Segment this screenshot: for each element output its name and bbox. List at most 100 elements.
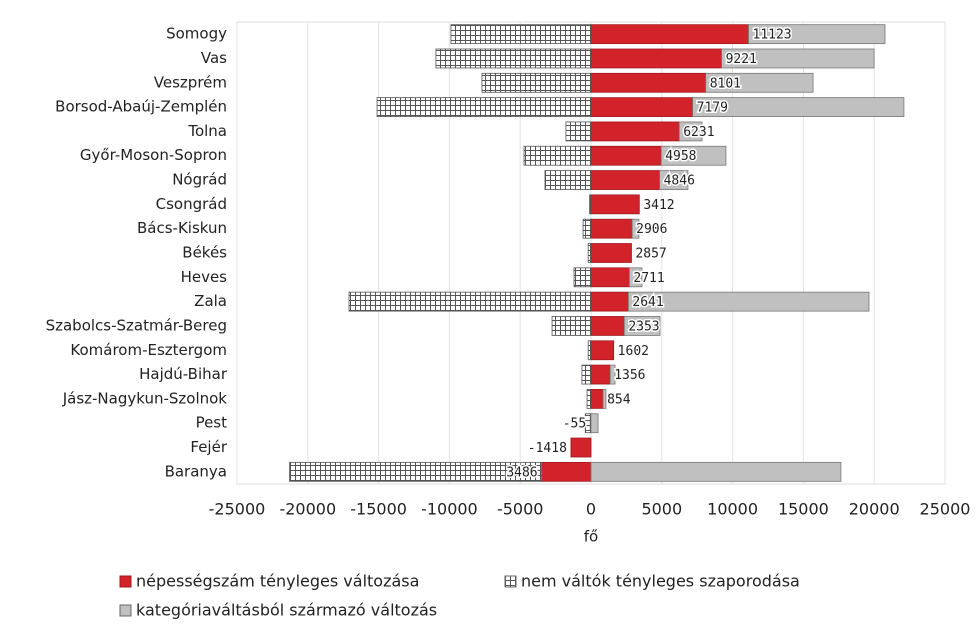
x-tick-label: -10000 (421, 500, 478, 519)
value-label: 1356 (614, 368, 645, 383)
y-tick-label: Tolna (187, 122, 227, 140)
bar (627, 291, 870, 312)
y-tick-label: Hajdú-Bihar (139, 365, 228, 383)
y-tick-label: Bács-Kiskun (137, 219, 227, 237)
legend-marker (119, 575, 132, 588)
y-tick-label: Borsod-Abaúj-Zemplén (55, 98, 227, 116)
bar (586, 389, 592, 409)
value-label: 2353 (628, 319, 659, 334)
bar (590, 218, 633, 239)
x-tick-label: -5000 (497, 500, 544, 519)
value-label: 1602 (618, 344, 649, 359)
bar (623, 316, 661, 336)
bar (660, 145, 727, 166)
y-tick-label: Komárom-Esztergom (70, 341, 227, 359)
y-tick-label: Békés (182, 244, 227, 262)
x-tick-label: -20000 (279, 500, 336, 519)
legend-label: nem váltók tényleges szaporodása (521, 572, 800, 591)
bar (376, 97, 592, 117)
bar (590, 243, 632, 263)
bar (581, 364, 592, 385)
bar (450, 24, 592, 45)
bar (590, 316, 625, 336)
bar (544, 170, 592, 190)
value-label: 8101 (710, 76, 741, 91)
value-label: 854 (607, 392, 631, 407)
bar (523, 145, 592, 166)
bar (590, 291, 629, 312)
y-tick-label: Baranya (165, 462, 227, 480)
y-tick-label: Szabolcs-Szatmár-Bereg (46, 316, 227, 334)
y-tick-label: Pest (196, 414, 228, 432)
bar (587, 243, 592, 263)
bar (659, 170, 689, 190)
value-label: -1418 (528, 441, 567, 456)
x-tick-label: -15000 (350, 500, 407, 519)
bar (589, 194, 592, 215)
value-label: 3486 (506, 465, 537, 480)
bar (587, 340, 592, 361)
value-label: 7179 (697, 101, 728, 116)
bar (602, 389, 607, 409)
x-tick-label: 5000 (641, 500, 682, 519)
bar (590, 267, 630, 288)
bar (721, 48, 875, 69)
bar (541, 461, 592, 482)
x-tick-label: -25000 (209, 500, 266, 519)
bar (590, 48, 722, 69)
bar (551, 316, 592, 336)
bar (628, 267, 643, 288)
bar (289, 461, 543, 482)
bar (590, 97, 694, 117)
bar (590, 461, 842, 482)
bar (565, 121, 592, 142)
bar (631, 218, 640, 239)
value-label: 6231 (683, 125, 714, 140)
bar (590, 170, 661, 190)
y-tick-label: Csongrád (156, 195, 227, 213)
x-axis-label: fő (584, 528, 598, 546)
bar (678, 121, 703, 142)
y-tick-label: Heves (181, 268, 228, 286)
legend-label: kategóriaváltásból származó változás (136, 601, 437, 620)
bar (348, 291, 592, 312)
bar (590, 389, 604, 409)
bar (748, 24, 886, 45)
bar (573, 267, 592, 288)
value-label: 11123 (753, 28, 792, 43)
y-tick-label: Somogy (166, 25, 227, 43)
value-label: 4958 (665, 149, 696, 164)
value-label: -55 (563, 417, 586, 432)
y-tick-label: Jász-Nagykun-Szolnok (62, 389, 228, 407)
bar (590, 364, 611, 385)
x-tick-label: 0 (586, 500, 596, 519)
x-tick-label: 25000 (920, 500, 971, 519)
value-label: 2711 (633, 271, 664, 286)
legend-label: népességszám tényleges változása (136, 572, 419, 591)
y-tick-label: Vas (201, 49, 227, 67)
value-label: 9221 (726, 52, 757, 67)
value-label: 2857 (635, 247, 666, 262)
bar (590, 145, 662, 166)
x-tick-label: 10000 (707, 500, 758, 519)
y-tick-label: Nógrád (172, 171, 227, 189)
bar (590, 24, 749, 45)
value-label: 4846 (664, 174, 695, 189)
bar (582, 218, 592, 239)
bar (584, 413, 591, 434)
value-label: 3412 (643, 198, 674, 213)
value-label: 2906 (636, 222, 667, 237)
bar (609, 364, 616, 385)
bar (692, 97, 905, 117)
y-tick-label: Veszprém (154, 73, 227, 91)
bar (590, 413, 599, 434)
bar (705, 72, 814, 93)
bar (590, 340, 615, 361)
bar (590, 194, 640, 215)
legend-marker (504, 575, 517, 588)
value-label: 2641 (632, 295, 663, 310)
y-tick-label: Zala (194, 292, 227, 310)
y-tick-label: Győr-Moson-Sopron (80, 146, 227, 164)
bar (590, 72, 707, 93)
